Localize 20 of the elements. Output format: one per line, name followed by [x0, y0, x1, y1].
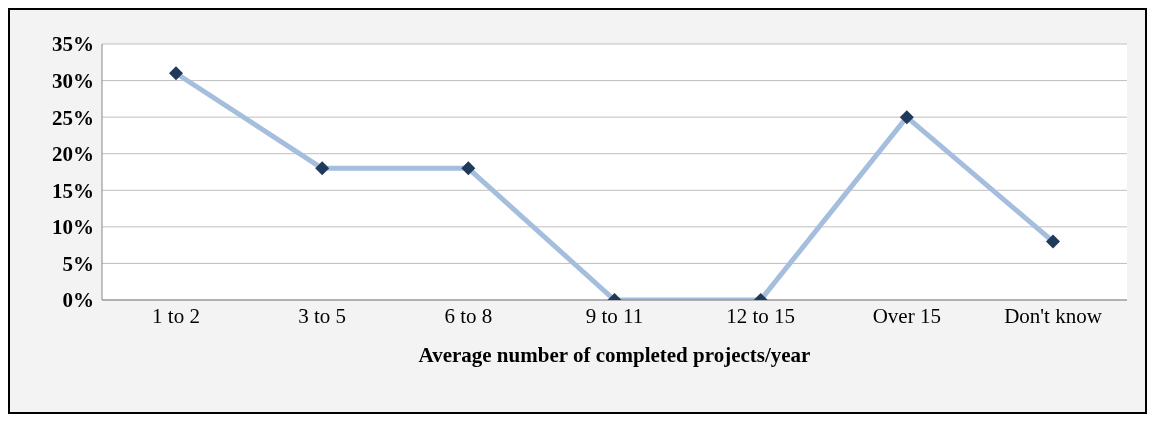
x-tick-label: 6 to 8 — [444, 303, 493, 328]
point — [461, 161, 476, 176]
x-tick-label: Don't know — [1004, 303, 1103, 328]
x-tick-label: 1 to 2 — [152, 303, 200, 328]
y-tick-label: 0% — [62, 288, 94, 313]
y-tick-label: 15% — [52, 178, 94, 203]
point — [899, 110, 914, 125]
x-tick-label: 9 to 11 — [585, 303, 644, 328]
x-axis-title: Average number of completed projects/year — [418, 343, 811, 367]
x-tick-label: 3 to 5 — [298, 303, 347, 328]
x-tick-label: Over 15 — [872, 303, 941, 328]
x-tick-label: 12 to 15 — [726, 303, 796, 328]
y-tick-label: 5% — [62, 251, 94, 276]
y-tick-label: 25% — [52, 105, 94, 130]
y-tick-label: 35% — [52, 32, 94, 57]
point — [169, 66, 183, 81]
point — [315, 161, 330, 176]
y-tick-label: 20% — [52, 142, 94, 167]
y-tick-label: 30% — [52, 69, 94, 94]
y-tick-label: 10% — [52, 215, 94, 240]
